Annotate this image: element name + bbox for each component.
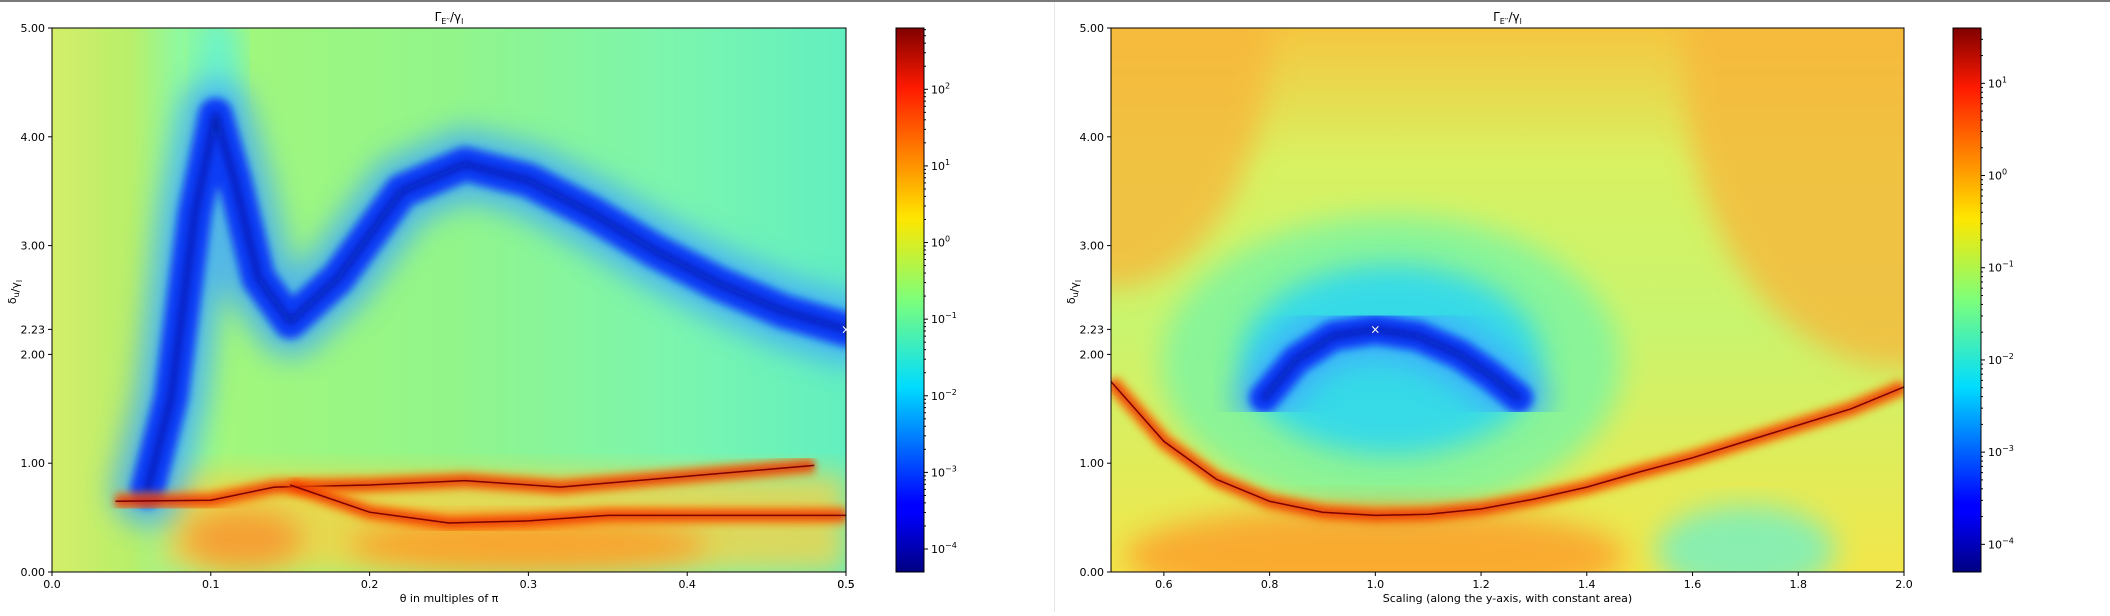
colorbar-tick-label: 10−2 bbox=[1988, 352, 2014, 367]
colorbar-tick-label: 10−4 bbox=[931, 541, 957, 556]
chart-title: ΓE′′/γl bbox=[1493, 10, 1522, 26]
heatmap-field bbox=[52, 28, 846, 572]
colorbar-tick-label: 10−3 bbox=[931, 464, 957, 479]
valley-minimum-line bbox=[144, 112, 846, 493]
colorbar-tick-label: 101 bbox=[1988, 75, 2007, 90]
resonance-peak-line bbox=[115, 464, 815, 503]
colorbar-tick-label: 10−1 bbox=[931, 311, 957, 326]
x-tick-label: 1.4 bbox=[1578, 578, 1596, 591]
y-tick-label: 5.00 bbox=[1080, 22, 1105, 35]
y-tick-label: 2.23 bbox=[21, 323, 46, 336]
colorbar-tick-label: 10−4 bbox=[1988, 536, 2014, 551]
heatmap-chart-left: ×0.0 0.1 0.2 0.3 0.4 0.50.50.001.002.002.233.… bbox=[6, 10, 957, 605]
plot-frame bbox=[51, 27, 847, 573]
optimum-marker: × bbox=[841, 322, 851, 336]
colorbar-tick-label: 10−1 bbox=[1988, 260, 2014, 275]
x-tick-label: 0.6 bbox=[1155, 578, 1173, 591]
x-tick-label: 0.5 bbox=[837, 578, 855, 591]
x-axis-label: Scaling (along the y-axis, with constant… bbox=[1383, 592, 1632, 605]
valley-minimum-line bbox=[1261, 326, 1521, 401]
x-tick-label: 0.3 bbox=[520, 578, 538, 591]
y-tick-label: 0.00 bbox=[1080, 566, 1105, 579]
y-tick-label: 2.23 bbox=[1080, 323, 1105, 336]
colorbar-tick-label: 101 bbox=[931, 158, 950, 173]
x-tick-label: 0.4 bbox=[678, 578, 696, 591]
x-tick-label: 1.2 bbox=[1472, 578, 1490, 591]
y-axis-label: δu/γl bbox=[6, 280, 24, 304]
y-tick-label: 4.00 bbox=[1080, 131, 1105, 144]
colorbar-tick-label: 100 bbox=[1988, 168, 2007, 183]
y-tick-label: 2.00 bbox=[1080, 348, 1105, 361]
x-tick-label: 0.1 bbox=[202, 578, 220, 591]
y-tick-label: 2.00 bbox=[21, 348, 46, 361]
heatmap-field bbox=[1111, 28, 1904, 572]
colorbar bbox=[895, 27, 925, 573]
x-tick-label: 0.0 bbox=[43, 578, 61, 591]
x-axis-label: θ in multiples of π bbox=[400, 592, 499, 605]
x-tick-label: 0.2 bbox=[361, 578, 379, 591]
figure-divider bbox=[1054, 2, 1055, 612]
window-top-border bbox=[0, 0, 2110, 2]
y-tick-label: 1.00 bbox=[1080, 457, 1105, 470]
optimum-marker: × bbox=[1370, 322, 1380, 336]
x-tick-label: 1.8 bbox=[1790, 578, 1808, 591]
x-tick-label: 0.8 bbox=[1261, 578, 1279, 591]
colorbar-tick-label: 102 bbox=[931, 81, 950, 96]
x-tick-label: 1.0 bbox=[1367, 578, 1385, 591]
colorbar-tick-label: 10−2 bbox=[931, 388, 957, 403]
x-tick-label: 1.6 bbox=[1684, 578, 1702, 591]
colorbar-tick-label: 100 bbox=[931, 235, 950, 250]
y-tick-label: 4.00 bbox=[21, 131, 46, 144]
y-axis-label: δu/γl bbox=[1065, 280, 1083, 304]
y-tick-label: 3.00 bbox=[1080, 240, 1105, 253]
x-tick-label: 0.5 bbox=[837, 578, 855, 591]
colorbar-tick-label: 10−3 bbox=[1988, 444, 2014, 459]
colorbar bbox=[1952, 27, 1982, 573]
y-tick-label: 1.00 bbox=[21, 457, 46, 470]
heatmap-chart-right: × 0.6 0.8 1.0 1.2 1.4 1.6 1.8 2.0 0.00 1.00 2.00 2.2… bbox=[1065, 10, 2014, 605]
plot-frame bbox=[1110, 27, 1905, 573]
figure-right: × 0.6 0.8 1.0 1.2 1.4 1.6 1.8 2.0 0.00 1.00 2.00 2.2… bbox=[1056, 0, 2110, 612]
y-tick-label: 3.00 bbox=[21, 240, 46, 253]
chart-title: ΓE′′/γl bbox=[435, 10, 464, 26]
resonance-peak-line bbox=[289, 484, 846, 524]
figure-left: × 0.0 0.1 0.2 0.3 0.4 0.5 0.5 0.00 1.00 2.00 2.23 3.… bbox=[0, 0, 1054, 612]
x-tick-label: 2.0 bbox=[1895, 578, 1913, 591]
resonance-peak-line bbox=[1111, 381, 1904, 517]
y-tick-label: 5.00 bbox=[21, 22, 46, 35]
y-tick-label: 0.00 bbox=[21, 566, 46, 579]
